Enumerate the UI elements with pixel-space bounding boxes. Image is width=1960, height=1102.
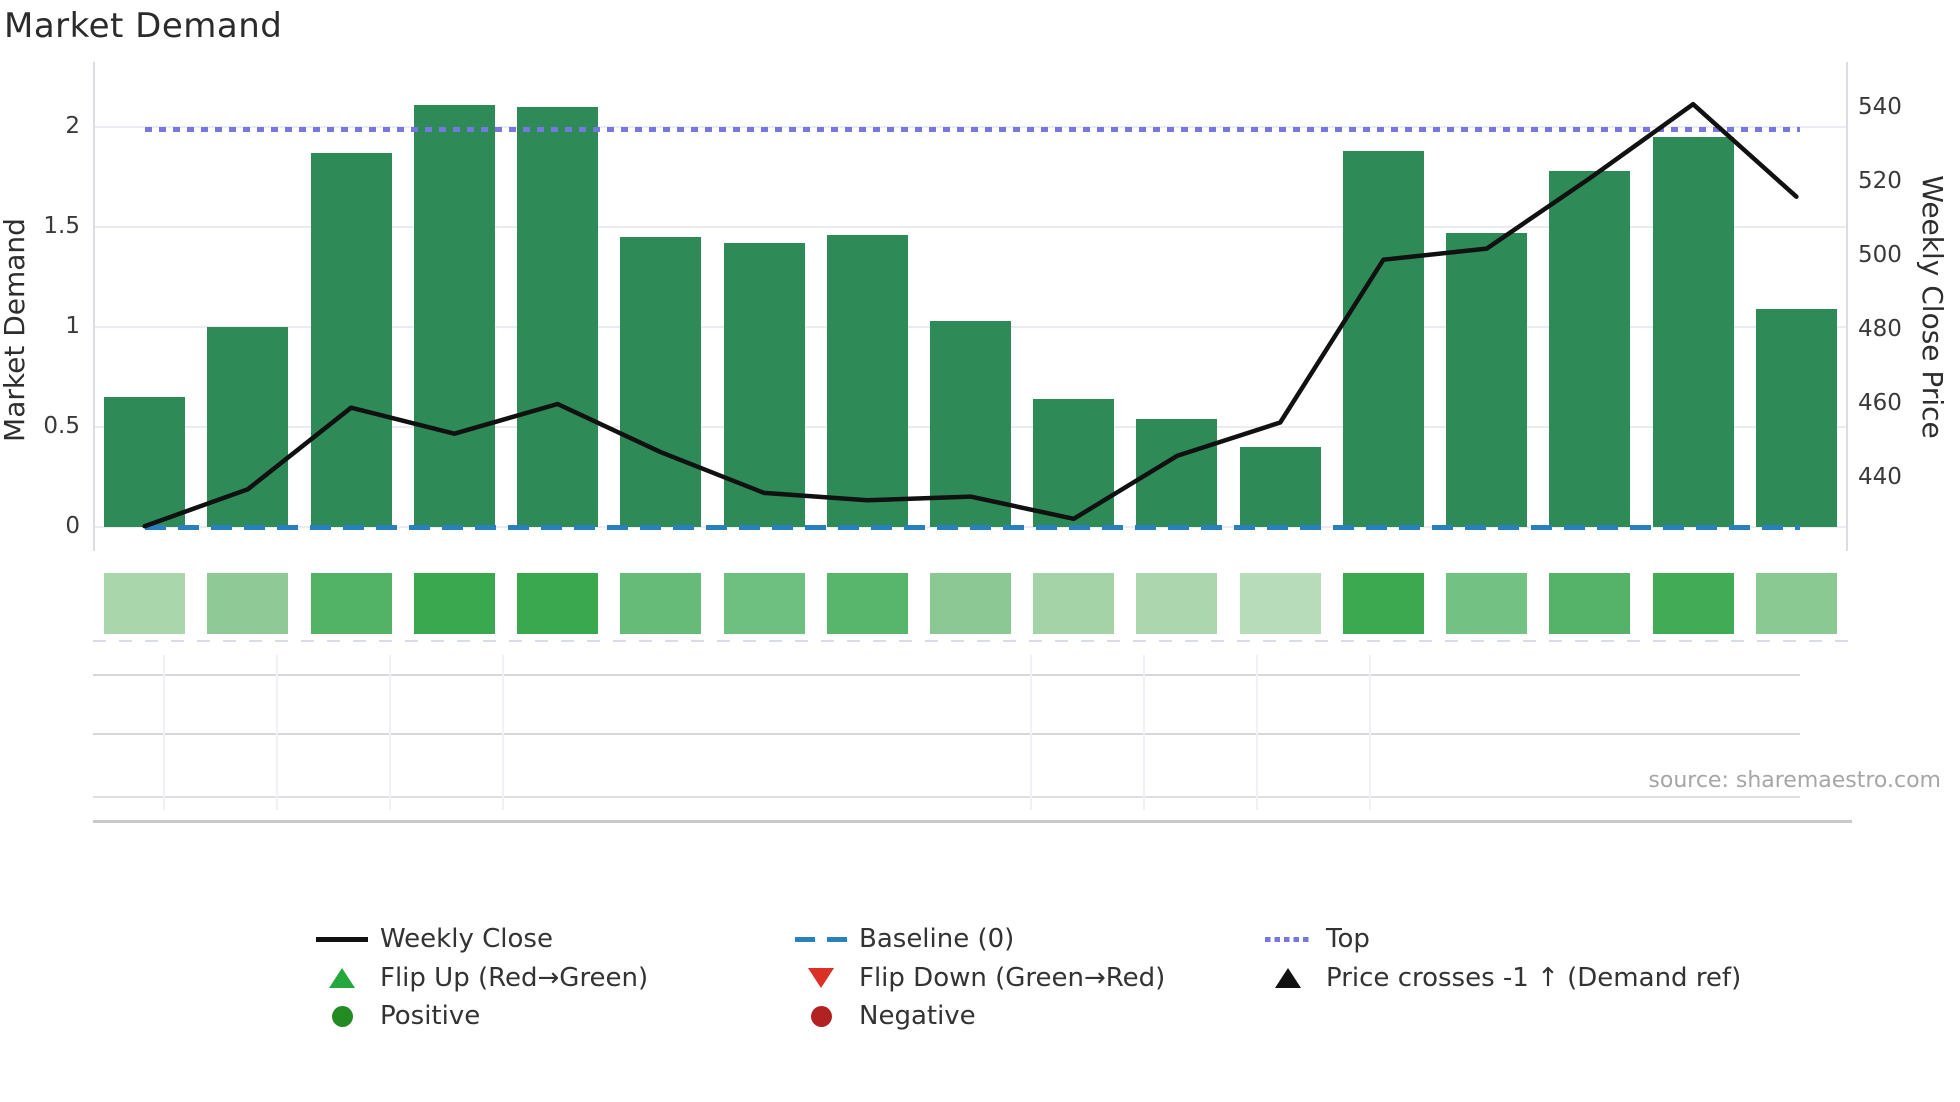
- legend-item-flip-down: Flip Down (Green→Red): [795, 959, 1165, 998]
- demand-heat-cell: [723, 573, 805, 634]
- legend-label: Price crosses -1 ↑ (Demand ref): [1326, 962, 1742, 993]
- demand-bar: [1446, 233, 1528, 527]
- subpanel-gridline: [93, 796, 1800, 798]
- demand-bar: [620, 237, 702, 527]
- baseline-reference-line: [145, 524, 1800, 530]
- legend-item-weekly-close: Weekly Close: [316, 920, 648, 959]
- demand-bar: [1033, 399, 1115, 527]
- subpanel-vertical-gridline: [1143, 655, 1145, 810]
- legend-item-baseline: Baseline (0): [795, 920, 1165, 959]
- demand-heat-cell: [104, 573, 186, 634]
- flip-down-triangle-icon: [808, 967, 834, 988]
- right-axis-tick: 520: [1858, 167, 1902, 194]
- subpanel-vertical-gridline: [163, 655, 165, 810]
- legend-column-2: Baseline (0) Flip Down (Green→Red) Negat…: [795, 920, 1165, 1036]
- demand-heat-cell: [1549, 573, 1631, 634]
- subpanel-bottom-spine: [93, 820, 1852, 823]
- legend-label: Top: [1326, 924, 1370, 955]
- left-axis-tick: 0: [65, 513, 80, 539]
- baseline-dashed-swatch-icon: [795, 936, 847, 942]
- demand-heat-cell: [1033, 573, 1115, 634]
- subpanel-vertical-gridline: [1030, 655, 1032, 810]
- strip-bottom-dashed-line: [93, 640, 1848, 642]
- price-cross-triangle-icon: [1275, 967, 1301, 988]
- demand-bar: [826, 235, 908, 527]
- legend-item-flip-up: Flip Up (Red→Green): [316, 959, 648, 998]
- demand-heat-cell: [620, 573, 702, 634]
- legend-item-positive: Positive: [316, 997, 648, 1036]
- legend-label: Positive: [380, 1001, 481, 1032]
- weekly-close-line: [142, 101, 1799, 529]
- demand-bar: [723, 243, 805, 527]
- subpanel-vertical-gridline: [1369, 655, 1371, 810]
- legend-item-negative: Negative: [795, 997, 1165, 1036]
- right-axis-tick: 540: [1858, 93, 1902, 120]
- right-axis-spine: [1846, 62, 1848, 551]
- left-axis-spine: [93, 62, 95, 551]
- demand-bar: [930, 321, 1011, 527]
- demand-heat-cell: [1652, 573, 1734, 634]
- top-dotted-swatch-icon: [1264, 937, 1312, 942]
- right-axis-tick: 480: [1858, 316, 1902, 342]
- flip-up-triangle-icon: [329, 967, 355, 988]
- demand-heat-cell: [1342, 573, 1424, 634]
- demand-heat-cell: [930, 573, 1011, 634]
- demand-heat-cell: [310, 573, 392, 634]
- legend-label: Flip Down (Green→Red): [859, 962, 1166, 993]
- subpanel-vertical-gridline: [1256, 655, 1258, 810]
- left-axis-tick: 1.5: [43, 213, 80, 239]
- demand-heat-cell: [826, 573, 908, 634]
- positive-circle-icon: [331, 1005, 353, 1027]
- demand-bar: [517, 107, 599, 527]
- demand-heat-cell: [517, 573, 599, 634]
- left-axis-tick: 0.5: [43, 413, 80, 439]
- legend-column-3: Top Price crosses -1 ↑ (Demand ref): [1262, 920, 1741, 997]
- demand-bar: [413, 105, 495, 527]
- demand-bar: [1652, 137, 1734, 527]
- demand-bar: [1342, 151, 1424, 527]
- right-axis-label: Weekly Close Price: [1916, 175, 1949, 439]
- subpanel-vertical-gridline: [502, 655, 504, 810]
- demand-bar: [207, 327, 289, 527]
- demand-bar: [1755, 309, 1837, 527]
- legend-label: Negative: [859, 1001, 976, 1032]
- left-axis-tick: 1: [65, 313, 80, 339]
- demand-heat-cell: [1755, 573, 1837, 634]
- subpanel-vertical-gridline: [276, 655, 278, 810]
- demand-bar: [310, 153, 392, 527]
- subpanel-gridline: [93, 674, 1800, 676]
- demand-heat-cell: [413, 573, 495, 634]
- legend-label: Weekly Close: [380, 924, 553, 955]
- right-axis-tick: 500: [1858, 241, 1902, 268]
- top-reference-line: [145, 127, 1800, 132]
- right-axis-tick: 440: [1858, 464, 1902, 491]
- gridline: [93, 226, 1848, 228]
- source-credit: source: sharemaestro.com: [1648, 768, 1941, 793]
- legend-column-1: Weekly Close Flip Up (Red→Green) Positiv…: [316, 920, 648, 1036]
- negative-circle-icon: [810, 1005, 832, 1027]
- legend-item-top: Top: [1262, 920, 1741, 959]
- chart-title: Market Demand: [4, 6, 283, 46]
- left-axis-tick: 2: [65, 113, 80, 139]
- demand-heat-cell: [1136, 573, 1218, 634]
- demand-heat-cell: [1446, 573, 1528, 634]
- demand-bar: [1239, 447, 1321, 527]
- right-axis-tick: 460: [1858, 390, 1902, 417]
- demand-heat-cell: [1239, 573, 1321, 634]
- subpanel-gridline: [93, 733, 1800, 735]
- subpanel-vertical-gridline: [389, 655, 391, 810]
- legend-label: Baseline (0): [859, 924, 1015, 955]
- legend-item-price-crosses: Price crosses -1 ↑ (Demand ref): [1262, 959, 1741, 998]
- demand-heat-cell: [207, 573, 289, 634]
- demand-bar: [104, 397, 186, 527]
- demand-bar: [1549, 171, 1631, 527]
- weekly-close-line-swatch-icon: [316, 937, 368, 942]
- legend-label: Flip Up (Red→Green): [380, 962, 649, 993]
